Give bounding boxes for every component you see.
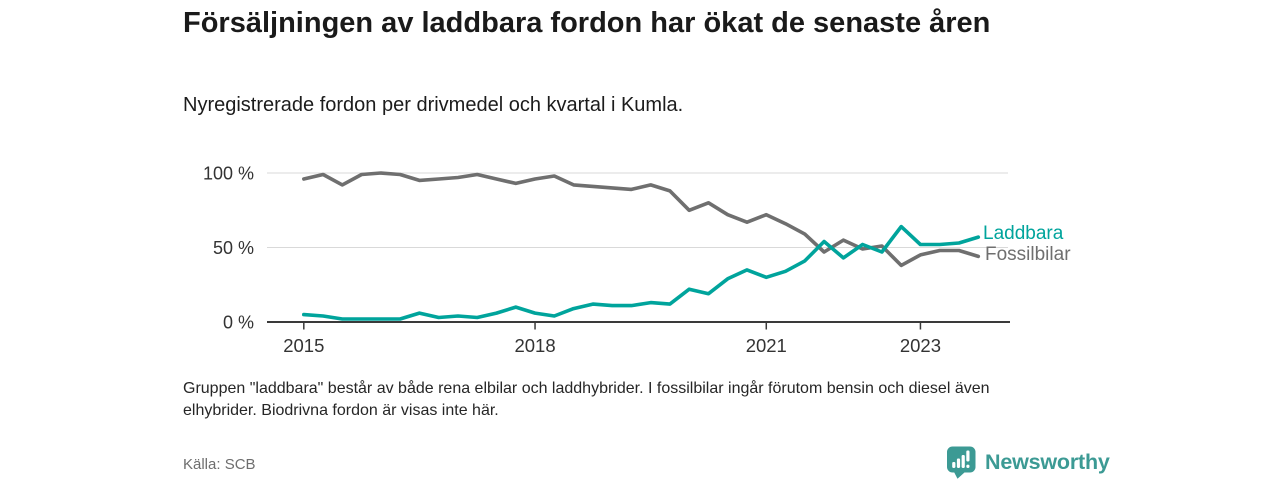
- series-line-laddbara: [301, 224, 981, 321]
- series-label-fossilbilar: Fossilbilar: [985, 244, 1071, 265]
- newsworthy-wordmark: Newsworthy: [985, 450, 1110, 474]
- y-tick-label: 50 %: [213, 238, 254, 258]
- source-label: Källa: SCB: [183, 456, 256, 473]
- chart-subtitle: Nyregistrerade fordon per drivmedel och …: [183, 94, 684, 116]
- newsworthy-pin-icon: [947, 446, 976, 479]
- newsworthy-logo: Newsworthy: [946, 446, 1110, 479]
- x-tick-label: 2021: [746, 335, 787, 356]
- y-tick-label: 0 %: [223, 313, 254, 333]
- y-tick-label: 100 %: [203, 164, 254, 184]
- footnote: Gruppen "laddbara" består av både rena e…: [183, 380, 990, 419]
- x-tick-label: 2015: [283, 335, 324, 356]
- series-label-laddbara: Laddbara: [983, 223, 1064, 244]
- x-tick-label: 2018: [514, 335, 555, 356]
- x-tick-label: 2023: [900, 335, 941, 356]
- series-line-fossilbilar: [301, 171, 981, 268]
- chart-title: Försäljningen av laddbara fordon har öka…: [183, 7, 991, 39]
